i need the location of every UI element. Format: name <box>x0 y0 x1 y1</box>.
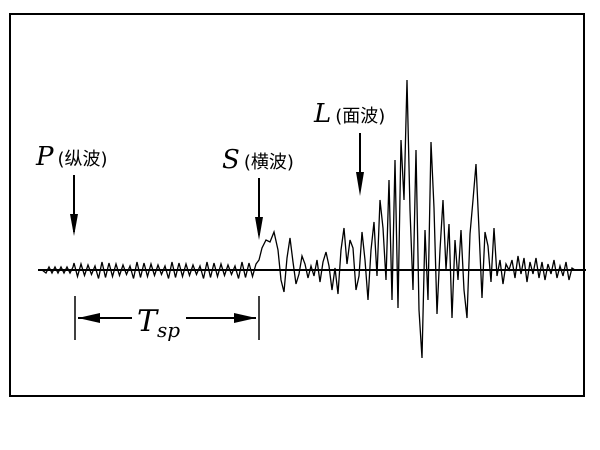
l-wave-label: L (面波) <box>313 99 385 129</box>
p-wave-label: P (纵波) <box>35 142 108 172</box>
tsp-label: Tsp <box>137 304 180 342</box>
p-wave-marker <box>70 175 78 236</box>
s-wave-label: S (横波) <box>222 145 294 175</box>
tsp-interval <box>74 296 260 340</box>
seismogram-trace <box>41 79 576 359</box>
l-wave-marker <box>356 133 364 196</box>
diagram-frame <box>9 13 585 397</box>
s-wave-marker <box>255 178 263 240</box>
